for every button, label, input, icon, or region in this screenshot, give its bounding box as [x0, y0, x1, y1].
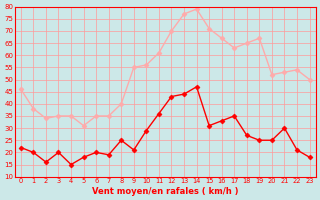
X-axis label: Vent moyen/en rafales ( km/h ): Vent moyen/en rafales ( km/h ) — [92, 187, 238, 196]
